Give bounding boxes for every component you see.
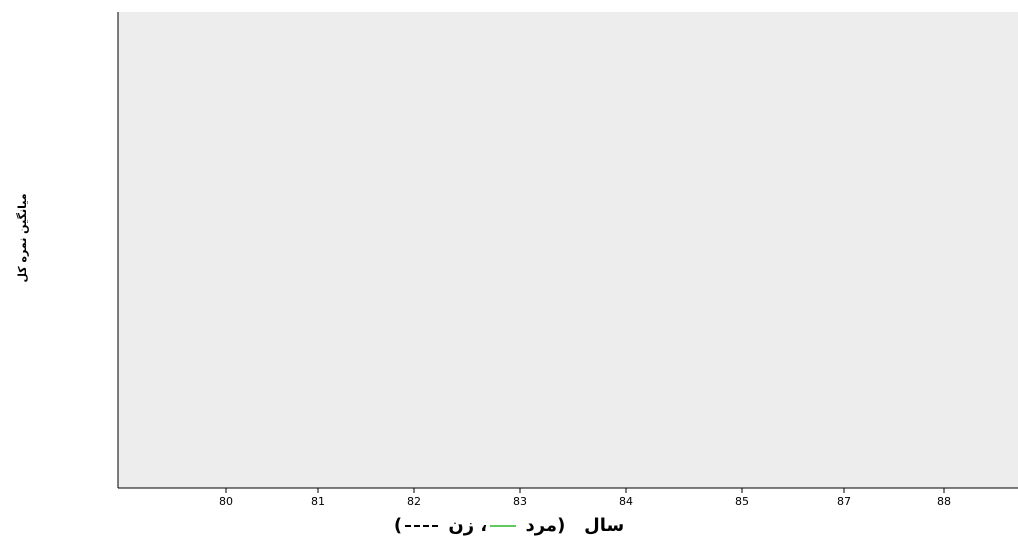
x-tick-label: 84 xyxy=(619,495,633,508)
legend-men-label: مرد xyxy=(525,515,558,536)
x-tick-label: 80 xyxy=(219,495,233,508)
y-axis-title: میانگین نمره کل xyxy=(16,193,29,282)
plot-area xyxy=(118,12,1018,488)
x-axis: 80 81 82 83 84 85 87 88 xyxy=(118,487,1018,508)
x-axis-title: سال xyxy=(584,515,625,536)
x-tick-label: 87 xyxy=(837,495,851,508)
x-tick-label: 83 xyxy=(513,495,527,508)
x-tick-label: 81 xyxy=(311,495,325,508)
y-axis: 5200530054005500560057005800 xyxy=(117,12,119,488)
x-tick-label: 82 xyxy=(407,495,421,508)
x-tick-label: 85 xyxy=(735,495,749,508)
x-axis-caption: سال (مرد ، زن ) xyxy=(393,515,625,536)
legend-women-swatch xyxy=(405,525,440,527)
x-tick-label: 88 xyxy=(937,495,951,508)
legend-men-swatch xyxy=(490,525,517,527)
legend-women-label: زن xyxy=(448,515,475,536)
